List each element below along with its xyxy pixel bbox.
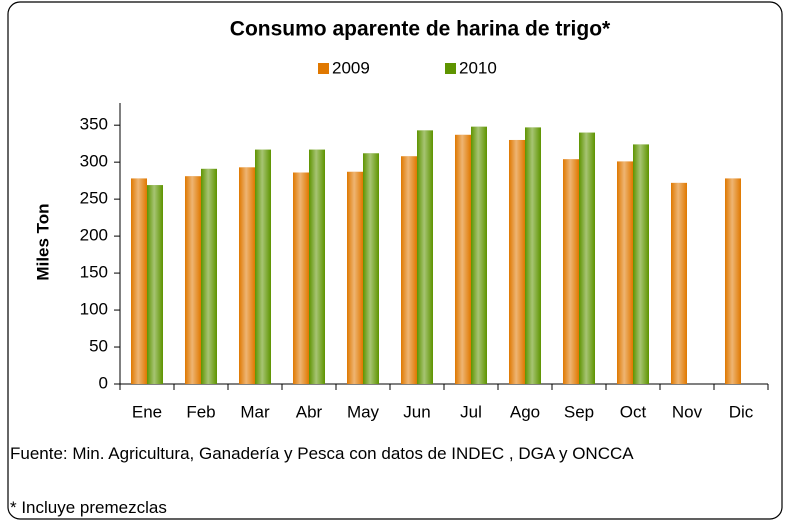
bar-shine — [147, 185, 163, 384]
legend-swatch — [445, 63, 456, 74]
x-tick-label: Abr — [296, 402, 323, 421]
y-tick-label: 200 — [80, 226, 108, 245]
source-note: Fuente: Min. Agricultura, Ganadería y Pe… — [10, 444, 634, 463]
y-tick-label: 350 — [80, 115, 108, 134]
bar-shine — [563, 159, 579, 384]
bar-shine — [633, 144, 649, 384]
bar-shine — [509, 139, 525, 384]
y-tick-label: 150 — [80, 263, 108, 282]
bar-shine — [401, 156, 417, 384]
bar-shine — [131, 178, 147, 384]
x-tick-label: Nov — [672, 402, 703, 421]
footnote: * Incluye premezclas — [10, 498, 167, 517]
bar-shine — [293, 172, 309, 384]
bar-shine — [455, 134, 471, 384]
bar-shine — [255, 149, 271, 384]
bar-shine — [471, 126, 487, 385]
legend-swatch — [318, 63, 329, 74]
chart-title: Consumo aparente de harina de trigo* — [230, 18, 611, 41]
y-tick-label: 300 — [80, 152, 108, 171]
bar-shine — [347, 171, 363, 384]
legend-label: 2010 — [459, 58, 497, 77]
x-tick-label: May — [347, 402, 380, 421]
x-tick-label: Oct — [620, 402, 647, 421]
bar-shine — [417, 130, 433, 384]
bar-shine — [671, 182, 687, 384]
bar-shine — [201, 168, 217, 384]
x-tick-label: Sep — [564, 402, 594, 421]
y-tick-label: 0 — [99, 373, 108, 392]
bar-shine — [579, 132, 595, 384]
y-tick-label: 100 — [80, 300, 108, 319]
bar-shine — [309, 149, 325, 384]
bar-shine — [725, 178, 741, 384]
x-tick-label: Ene — [132, 402, 162, 421]
bar-shine — [617, 161, 633, 384]
y-tick-label: 250 — [80, 189, 108, 208]
x-tick-label: Jun — [403, 402, 430, 421]
x-tick-label: Mar — [240, 402, 270, 421]
x-tick-label: Jul — [460, 402, 482, 421]
x-tick-label: Dic — [729, 402, 754, 421]
legend-label: 2009 — [332, 58, 370, 77]
x-tick-label: Ago — [510, 402, 540, 421]
chart-frame — [7, 1, 783, 520]
bar-shine — [525, 127, 541, 384]
bar-shine — [363, 153, 379, 384]
y-tick-label: 50 — [89, 337, 108, 356]
y-axis-label: Miles Ton — [33, 203, 52, 280]
bar-shine — [239, 167, 255, 384]
bar-shine — [185, 176, 201, 384]
x-tick-label: Feb — [186, 402, 215, 421]
